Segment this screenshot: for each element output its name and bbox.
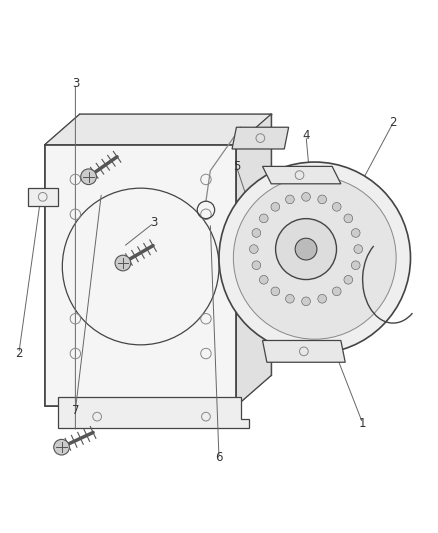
Circle shape [354,245,363,254]
Polygon shape [232,127,289,149]
Circle shape [351,229,360,237]
Circle shape [302,192,311,201]
Text: 7: 7 [72,403,79,417]
Circle shape [54,439,69,455]
Circle shape [344,276,353,284]
Text: 3: 3 [150,216,157,230]
Circle shape [250,245,258,254]
Polygon shape [262,166,341,184]
Text: 6: 6 [215,451,223,464]
Circle shape [286,195,294,204]
Circle shape [276,219,336,279]
Polygon shape [58,397,250,427]
Polygon shape [45,144,237,406]
Polygon shape [262,341,345,362]
Circle shape [318,294,327,303]
Text: 8: 8 [367,230,375,243]
Circle shape [302,297,311,305]
Circle shape [115,255,131,271]
Polygon shape [237,114,271,406]
Circle shape [332,287,341,296]
Circle shape [259,214,268,223]
Text: 4: 4 [302,130,310,142]
Text: 2: 2 [15,347,22,360]
Polygon shape [45,114,271,144]
Text: 2: 2 [389,116,397,130]
Circle shape [233,176,396,339]
Polygon shape [28,188,58,206]
Circle shape [271,203,280,211]
Text: 5: 5 [233,160,240,173]
Circle shape [252,229,261,237]
Circle shape [81,169,96,184]
Circle shape [219,162,410,353]
Text: 3: 3 [72,77,79,90]
Circle shape [295,238,317,260]
Circle shape [351,261,360,270]
Circle shape [259,276,268,284]
Circle shape [318,195,327,204]
Circle shape [286,294,294,303]
Circle shape [344,214,353,223]
Circle shape [252,261,261,270]
Circle shape [271,287,280,296]
Circle shape [332,203,341,211]
Text: 1: 1 [359,417,366,430]
